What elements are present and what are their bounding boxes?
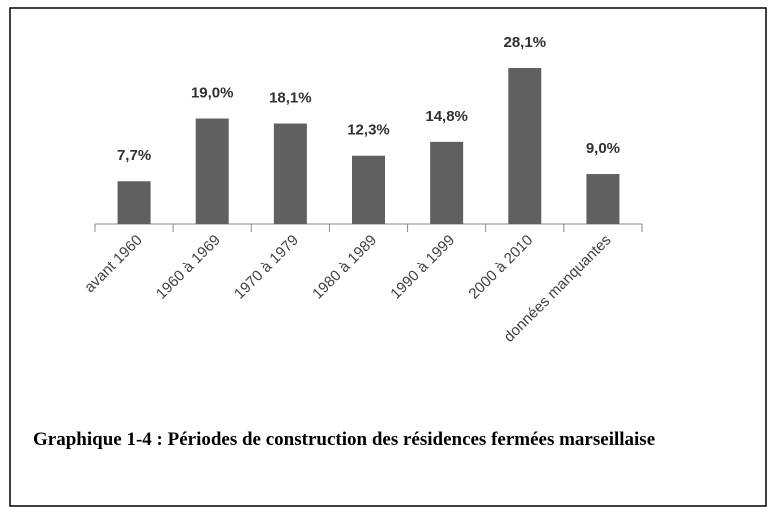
frame [9, 7, 767, 507]
bar [430, 141, 464, 224]
value-label: 28,1% [504, 34, 547, 51]
bar [352, 155, 385, 224]
x-tick-label: 1990 à 1999 [387, 232, 458, 303]
caption: Graphique 1-4 : Périodes de construction… [33, 429, 656, 450]
bar [195, 118, 229, 224]
value-label: 7,7% [117, 147, 151, 164]
value-label: 9,0% [586, 140, 620, 157]
value-label: 18,1% [269, 89, 312, 106]
bar [273, 123, 307, 224]
x-tick-label: 1960 à 1969 [153, 232, 224, 303]
x-tick-label: 2000 à 2010 [465, 232, 536, 303]
value-label: 19,0% [191, 84, 234, 101]
x-tick-label: avant 1960 [81, 232, 146, 297]
x-tick-label: 1970 à 1979 [231, 232, 302, 303]
bar [586, 174, 620, 224]
bar [508, 68, 542, 224]
x-tick-label: 1980 à 1989 [309, 232, 380, 303]
value-label: 14,8% [425, 108, 468, 125]
value-label: 12,3% [347, 122, 390, 139]
bar [117, 181, 151, 224]
